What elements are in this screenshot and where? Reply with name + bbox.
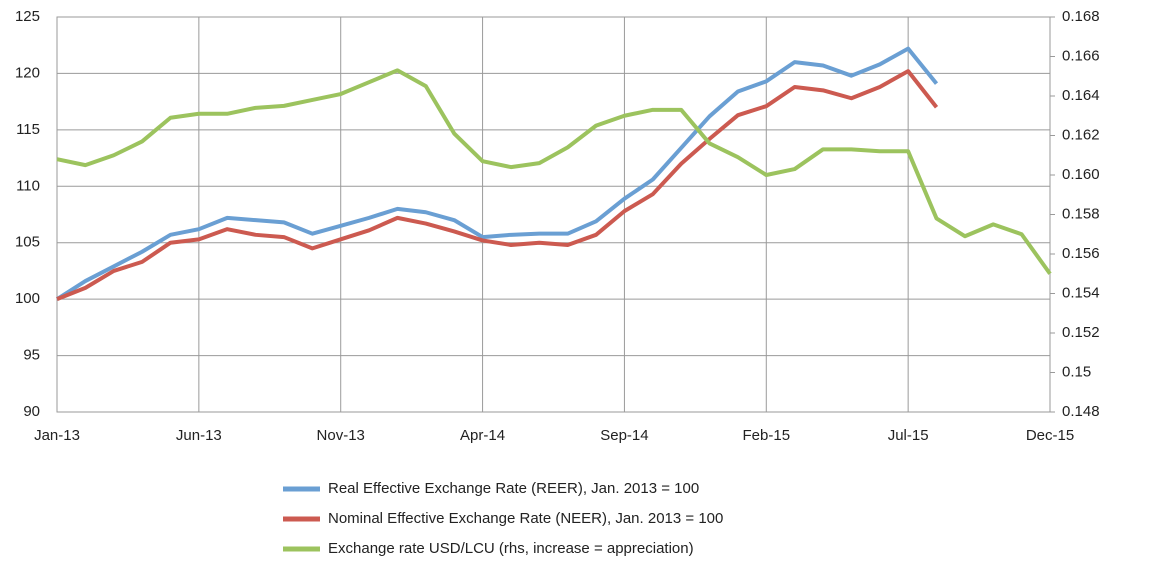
y-tick-label: 115 [16,121,40,138]
legend-label: Exchange rate USD/LCU (rhs, increase = a… [328,540,694,557]
x-tick-label: Apr-14 [460,427,505,444]
y2-tick-label: 0.158 [1062,205,1100,222]
y-tick-label: 125 [15,8,40,25]
legend-label: Real Effective Exchange Rate (REER), Jan… [328,480,699,497]
series-line [56,68,1052,275]
plot-frame [56,16,1051,413]
x-tick-label: Jan-13 [34,427,80,444]
x-tick-label: Sep-14 [600,427,648,444]
y-tick-label: 110 [16,177,40,194]
y2-tick-label: 0.166 [1062,47,1100,64]
y-tick-label: 95 [23,347,40,364]
y2-tick-label: 0.160 [1062,166,1100,183]
y-tick-label: 105 [15,234,40,251]
y-tick-label: 100 [15,290,40,307]
legend-label: Nominal Effective Exchange Rate (NEER), … [328,510,723,527]
y-tick-label: 120 [15,64,40,81]
x-tick-label: Jun-13 [176,427,222,444]
y2-tick-label: 0.164 [1062,87,1100,104]
series-line [55,46,939,301]
x-tick-label: Nov-13 [317,427,365,444]
y2-tick-label: 0.148 [1062,403,1100,420]
y2-tick-label: 0.168 [1062,8,1100,25]
y2-tick-label: 0.162 [1062,126,1100,143]
x-tick-label: Dec-15 [1026,427,1074,444]
y2-tick-label: 0.154 [1062,284,1100,301]
x-tick-label: Feb-15 [743,427,791,444]
series-line [56,69,939,302]
y2-tick-label: 0.156 [1062,245,1100,262]
y2-tick-label: 0.152 [1062,324,1100,341]
y2-tick-label: 0.15 [1062,363,1091,380]
x-tick-label: Jul-15 [888,427,929,444]
y-tick-label: 90 [23,403,40,420]
